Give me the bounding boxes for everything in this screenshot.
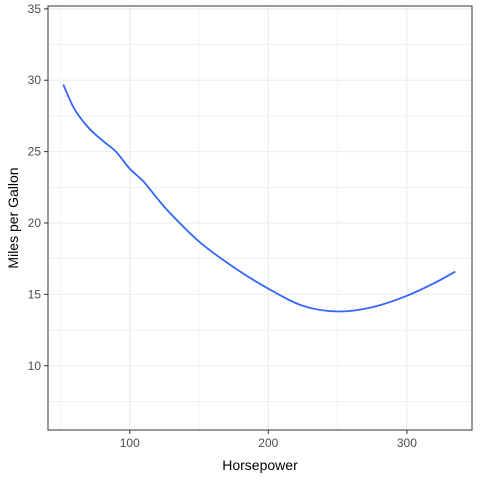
grid-minor bbox=[48, 6, 472, 430]
x-tick-label: 200 bbox=[258, 436, 278, 450]
y-axis: 10 15 20 25 30 35 bbox=[28, 2, 48, 373]
y-tick-label: 10 bbox=[28, 359, 42, 373]
x-axis-title: Horsepower bbox=[222, 457, 298, 473]
y-axis-title: Miles per Gallon bbox=[5, 167, 21, 268]
y-tick-label: 35 bbox=[28, 2, 42, 16]
series-line bbox=[62, 84, 456, 313]
y-tick-label: 25 bbox=[28, 145, 42, 159]
panel-border bbox=[47, 5, 473, 431]
x-axis: 100 200 300 bbox=[120, 430, 417, 450]
y-tick-label: 20 bbox=[28, 216, 42, 230]
y-tick-label: 15 bbox=[28, 287, 42, 301]
y-tick-label: 30 bbox=[28, 73, 42, 87]
x-tick-label: 300 bbox=[397, 436, 417, 450]
series-layer bbox=[62, 84, 456, 313]
x-tick-label: 100 bbox=[120, 436, 140, 450]
grid-major bbox=[48, 6, 472, 430]
